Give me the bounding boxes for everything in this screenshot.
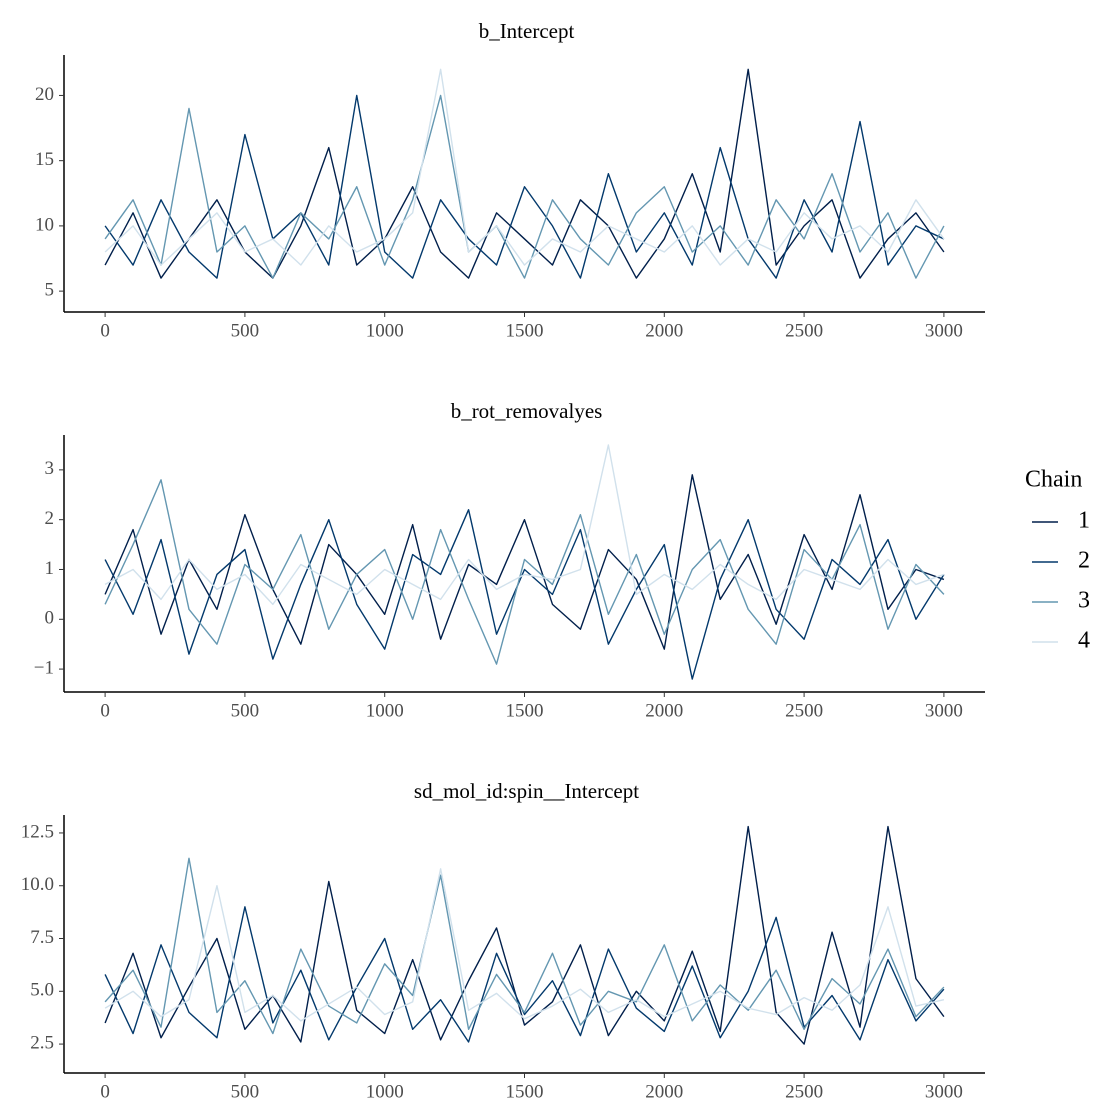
trace-line: [104, 868, 945, 1022]
x-tick-label: 500: [231, 700, 260, 721]
trace-line: [104, 509, 945, 680]
y-tick-label: 3: [45, 458, 55, 479]
y-tick-label: 10.0: [21, 874, 54, 895]
x-tick-label: 1500: [506, 700, 544, 721]
y-tick-label: 10: [35, 214, 54, 235]
x-tick-label: 0: [100, 320, 110, 341]
x-tick-label: 1000: [366, 700, 404, 721]
y-tick-label: 2.5: [30, 1032, 54, 1053]
x-tick-label: 2500: [785, 1081, 823, 1102]
x-tick-label: 1000: [366, 320, 404, 341]
legend-title: Chain: [1025, 467, 1082, 493]
legend-label: 4: [1078, 628, 1090, 654]
x-tick-label: 2000: [645, 1081, 683, 1102]
panel-title: sd_mol_id:spin__Intercept: [414, 779, 639, 803]
x-tick-label: 0: [100, 700, 110, 721]
x-tick-label: 1500: [506, 1081, 544, 1102]
trace-line: [104, 94, 945, 279]
panel-title: b_Intercept: [479, 19, 575, 43]
trace-line: [104, 68, 945, 266]
trace-line: [104, 857, 945, 1035]
trace-line: [104, 906, 945, 1043]
y-tick-label: 12.5: [21, 821, 54, 842]
panel-title: b_rot_removalyes: [451, 399, 603, 423]
y-tick-label: 0: [45, 608, 55, 629]
x-tick-label: 3000: [925, 320, 963, 341]
x-tick-label: 500: [231, 1081, 260, 1102]
trace-line: [104, 94, 945, 279]
x-tick-label: 500: [231, 320, 260, 341]
x-tick-label: 2000: [645, 320, 683, 341]
y-tick-label: −1: [34, 657, 54, 678]
trace-line: [104, 825, 945, 1045]
y-tick-label: 7.5: [30, 927, 54, 948]
legend-label: 2: [1078, 548, 1090, 574]
trace-line: [104, 68, 945, 279]
legend-label: 3: [1078, 588, 1090, 614]
y-tick-label: 2: [45, 508, 55, 529]
x-tick-label: 3000: [925, 700, 963, 721]
y-tick-label: 20: [35, 84, 54, 105]
trace-line: [104, 474, 945, 650]
legend-label: 1: [1078, 508, 1090, 534]
y-tick-label: 15: [35, 149, 54, 170]
x-tick-label: 3000: [925, 1081, 963, 1102]
x-tick-label: 0: [100, 1081, 110, 1102]
y-tick-label: 5: [45, 279, 55, 300]
x-tick-label: 1500: [506, 320, 544, 341]
trace-line: [104, 444, 945, 606]
x-tick-label: 2000: [645, 700, 683, 721]
x-tick-label: 2500: [785, 320, 823, 341]
y-tick-label: 1: [45, 558, 55, 579]
x-tick-label: 1000: [366, 1081, 404, 1102]
x-tick-label: 2500: [785, 700, 823, 721]
trace-line: [104, 479, 945, 665]
y-tick-label: 5.0: [30, 980, 54, 1001]
